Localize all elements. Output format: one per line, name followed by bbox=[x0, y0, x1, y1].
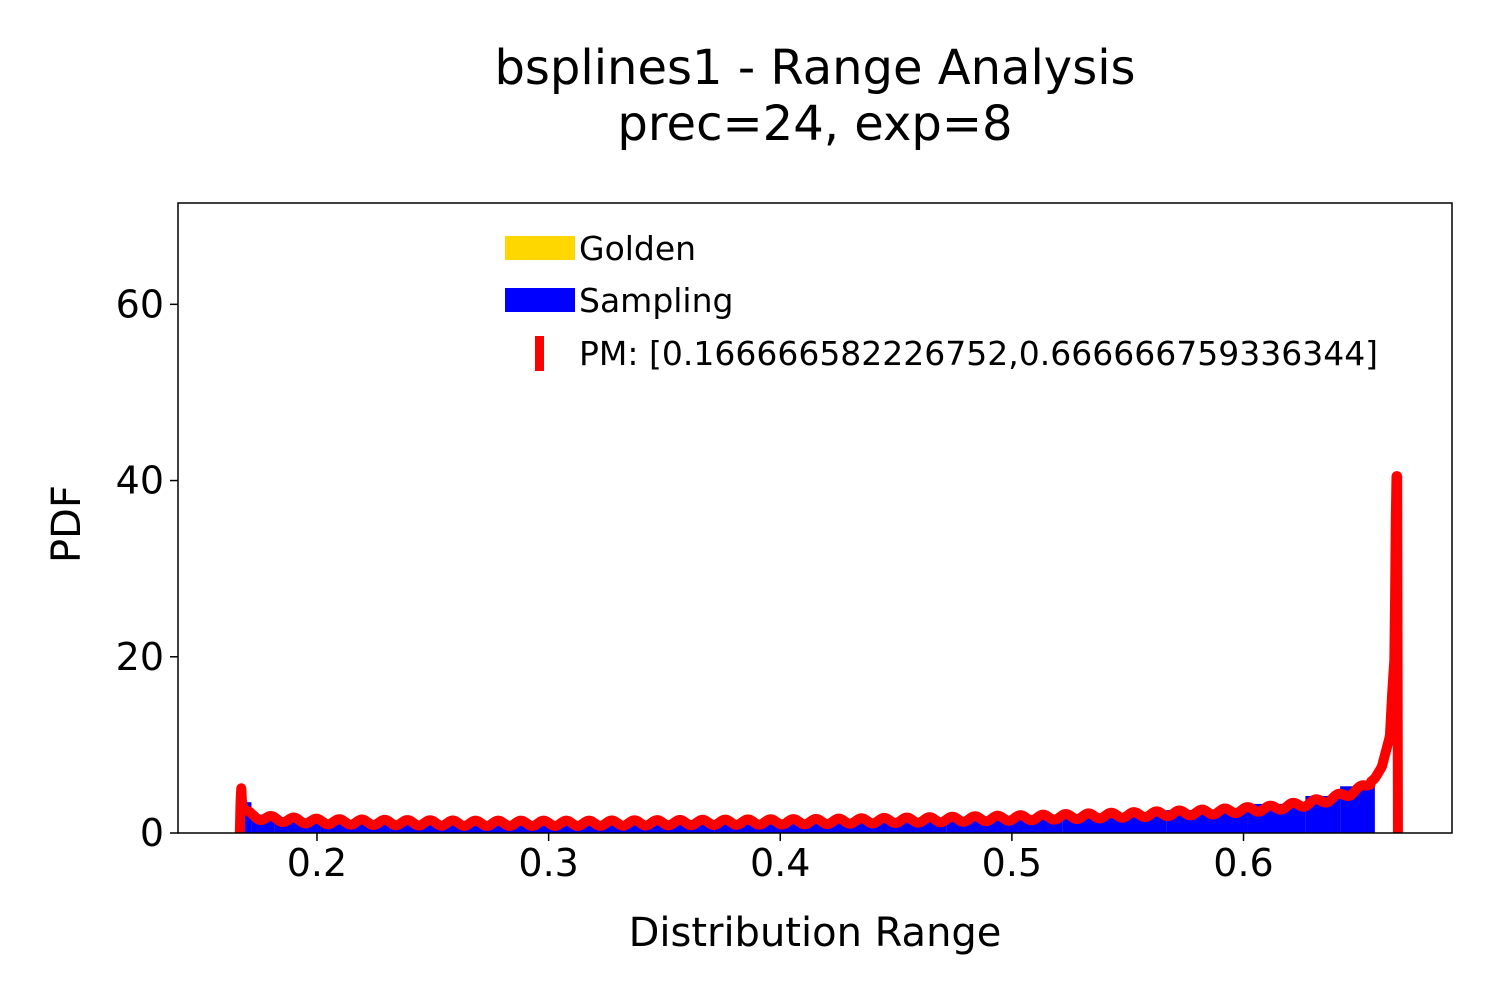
x-tick-label: 0.6 bbox=[1213, 841, 1273, 885]
x-tick-label: 0.5 bbox=[982, 841, 1042, 885]
x-tick-label: 0.3 bbox=[518, 841, 578, 885]
y-tick-label: 40 bbox=[116, 459, 164, 503]
legend-swatch bbox=[505, 236, 575, 260]
x-axis: 0.2 0.3 0.4 0.5 0.6 bbox=[287, 833, 1274, 885]
chart-title: bsplines1 - Range Analysis bbox=[494, 40, 1135, 96]
legend-label: PM: [0.166666582226752,0.666666759336344… bbox=[579, 334, 1378, 373]
x-axis-label: Distribution Range bbox=[629, 910, 1002, 956]
sampling-bar bbox=[714, 822, 831, 833]
sampling-bar bbox=[239, 802, 252, 833]
pm-curve bbox=[234, 471, 1403, 833]
x-tick-label: 0.2 bbox=[287, 841, 347, 885]
y-tick-label: 60 bbox=[116, 282, 164, 326]
sampling-bar bbox=[598, 823, 715, 833]
chart-legend: Golden Sampling PM: [0.166666582226752,0.6… bbox=[505, 229, 1378, 373]
y-axis-label: PDF bbox=[44, 485, 90, 563]
chart-subtitle: prec=24, exp=8 bbox=[617, 96, 1012, 152]
legend-swatch bbox=[535, 336, 544, 371]
plot-frame bbox=[177, 202, 1453, 834]
pm-line bbox=[234, 471, 1403, 833]
legend-label: Sampling bbox=[579, 281, 733, 320]
x-tick-label: 0.4 bbox=[750, 841, 810, 885]
y-tick-label: 0 bbox=[140, 811, 164, 855]
legend-label: Golden bbox=[579, 229, 696, 268]
legend-swatch bbox=[505, 288, 575, 312]
y-axis: 0 20 40 60 bbox=[116, 282, 178, 855]
sampling-histogram bbox=[239, 786, 1375, 833]
sampling-bar bbox=[483, 824, 599, 833]
y-tick-label: 20 bbox=[116, 635, 164, 679]
